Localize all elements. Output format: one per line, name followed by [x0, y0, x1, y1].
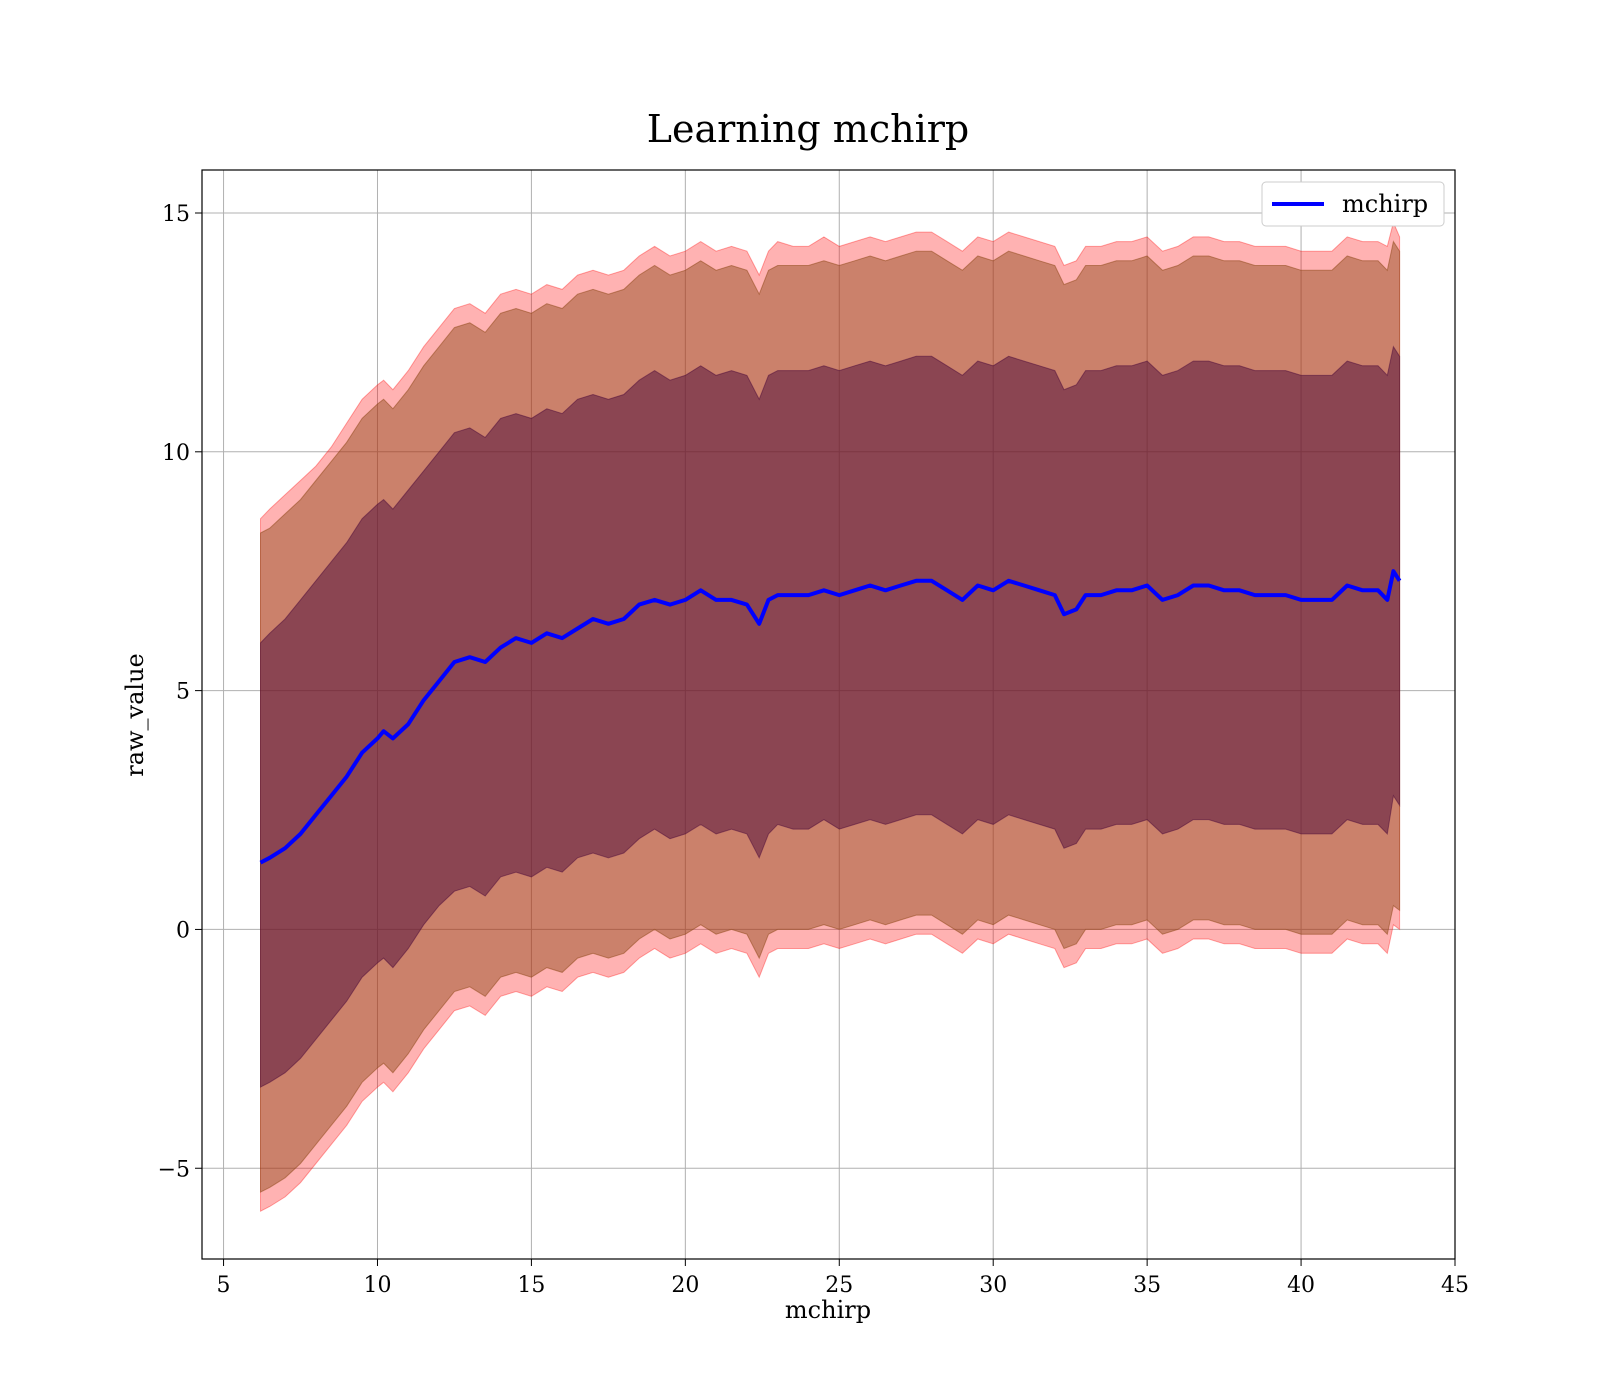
x-tick-label: 15: [517, 1273, 545, 1298]
x-tick-label: 5: [217, 1273, 231, 1298]
series-lines: [259, 569, 1402, 865]
plot-frame: [201, 169, 1456, 1260]
y-tick-label: −5: [158, 1157, 190, 1182]
legend-label-mchirp: mchirp: [1342, 190, 1428, 218]
y-axis-title: raw_value: [121, 653, 149, 777]
x-axis: 5 10 15 20 25 30 35 40 45: [217, 1259, 1469, 1298]
legend-box: [1261, 181, 1445, 227]
y-tick-label: 10: [162, 441, 190, 466]
x-tick-label: 10: [363, 1273, 391, 1298]
x-tick-label: 35: [1133, 1273, 1161, 1298]
x-tick-label: 45: [1441, 1273, 1469, 1298]
y-tick-label: 15: [162, 202, 190, 227]
series-line-mchirp: [259, 569, 1402, 865]
chart-title: Learning mchirp: [647, 107, 969, 151]
x-tick-label: 25: [825, 1273, 853, 1298]
band-inner: [260, 345, 1401, 1088]
y-axis: −5 0 5 10 15: [158, 202, 202, 1182]
legend: mchirp: [1261, 181, 1445, 227]
x-tick-label: 30: [979, 1273, 1007, 1298]
x-tick-label: 20: [671, 1273, 699, 1298]
y-tick-label: 5: [176, 680, 190, 705]
x-axis-title: mchirp: [785, 1296, 871, 1324]
x-tick-label: 40: [1287, 1273, 1315, 1298]
confidence-bands: [260, 220, 1401, 1213]
y-tick-label: 0: [176, 918, 190, 943]
